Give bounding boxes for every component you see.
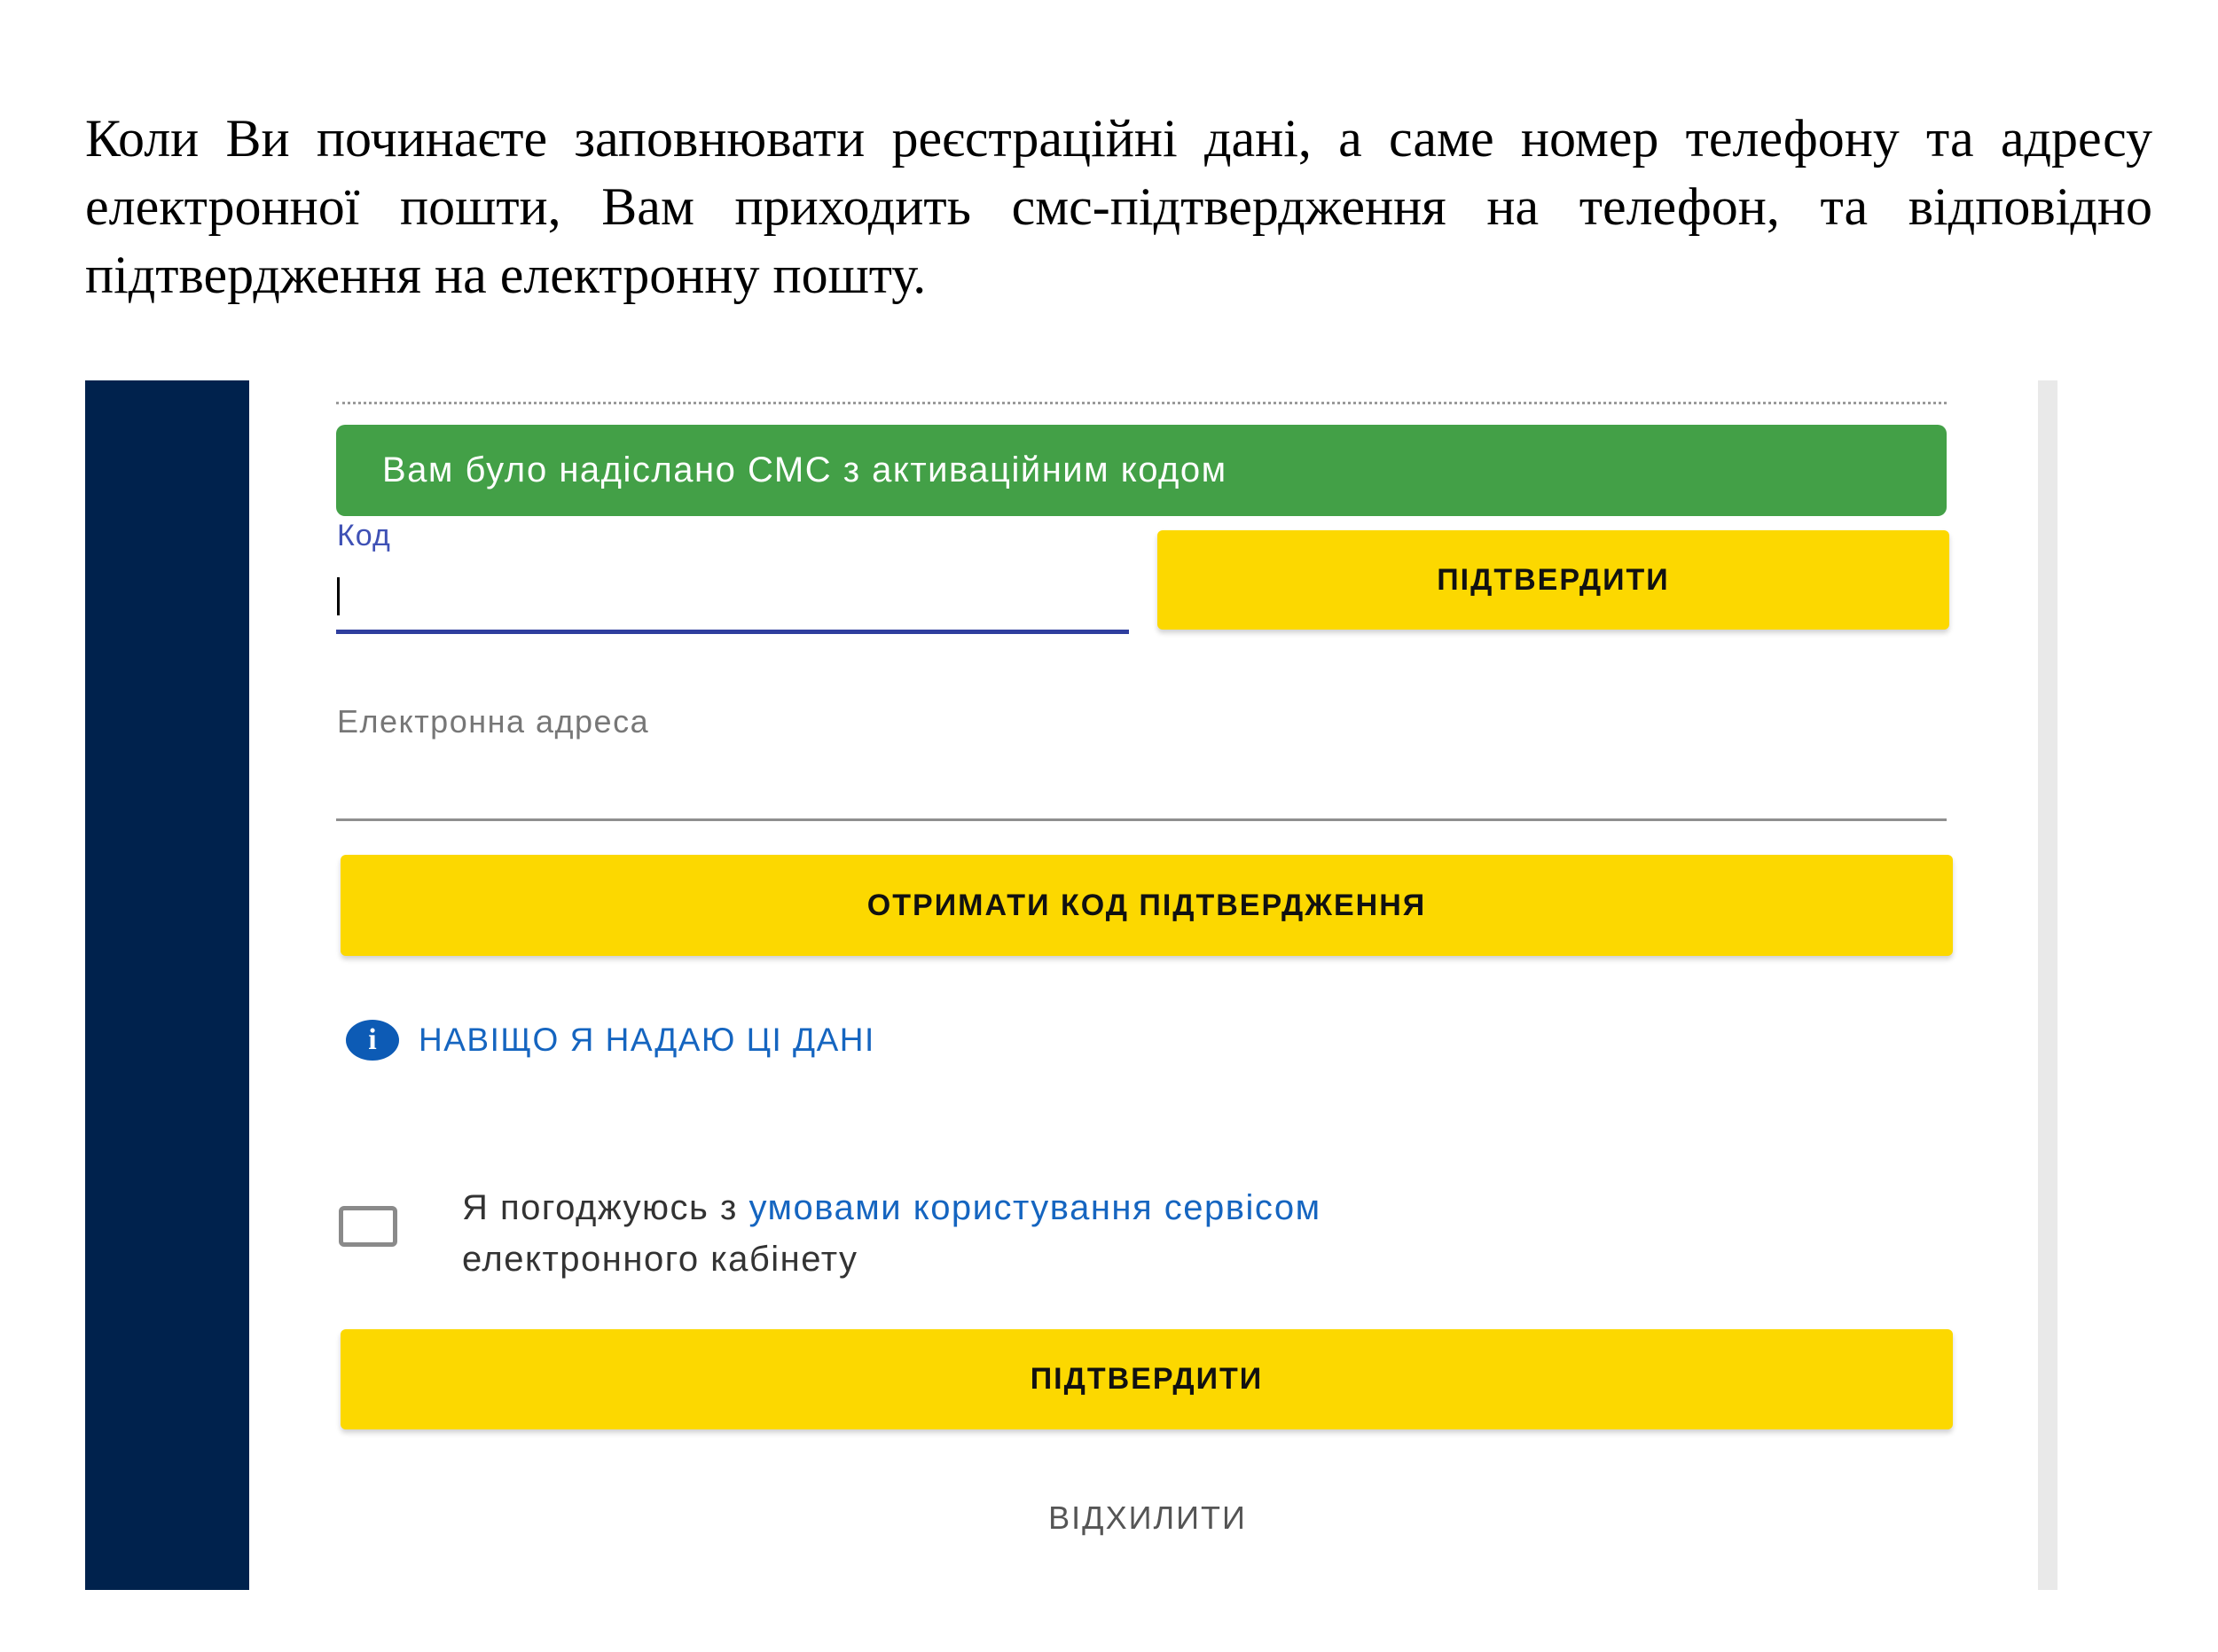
- terms-link[interactable]: умовами користування сервісом: [748, 1188, 1321, 1227]
- agree-terms-checkbox[interactable]: [339, 1206, 397, 1247]
- decline-button[interactable]: ВІДХИЛИТИ: [0, 1499, 2218, 1538]
- intro-paragraph: Коли Ви починаєте заповнювати реєстрацій…: [85, 109, 2152, 304]
- email-input[interactable]: [336, 749, 1947, 821]
- agree-terms-label: Я погоджуюсь з умовами користування серв…: [462, 1182, 1792, 1285]
- scrollbar[interactable]: [2038, 380, 2057, 1590]
- email-label: Електронна адреса: [337, 703, 650, 740]
- why-provide-data-text: НАВІЩО Я НАДАЮ ЦІ ДАНІ: [419, 1022, 875, 1058]
- get-confirmation-code-button[interactable]: ОТРИМАТИ КОД ПІДТВЕРДЖЕННЯ: [341, 855, 1953, 956]
- agree-prefix: Я погоджуюсь з: [462, 1188, 749, 1227]
- code-input[interactable]: [336, 568, 1129, 634]
- sms-sent-banner: Вам було надіслано СМС з активаційним ко…: [336, 425, 1947, 516]
- divider: [336, 402, 1947, 404]
- sidebar: [85, 380, 249, 1590]
- agree-suffix: електронного кабінету: [462, 1240, 858, 1279]
- text-cursor: [337, 577, 340, 615]
- confirm-button[interactable]: ПІДТВЕРДИТИ: [341, 1329, 1953, 1429]
- why-provide-data-link[interactable]: i НАВІЩО Я НАДАЮ ЦІ ДАНІ: [346, 1020, 875, 1061]
- info-circle-icon: i: [346, 1020, 399, 1061]
- confirm-code-button[interactable]: ПІДТВЕРДИТИ: [1157, 530, 1949, 630]
- code-label: Код: [337, 519, 391, 552]
